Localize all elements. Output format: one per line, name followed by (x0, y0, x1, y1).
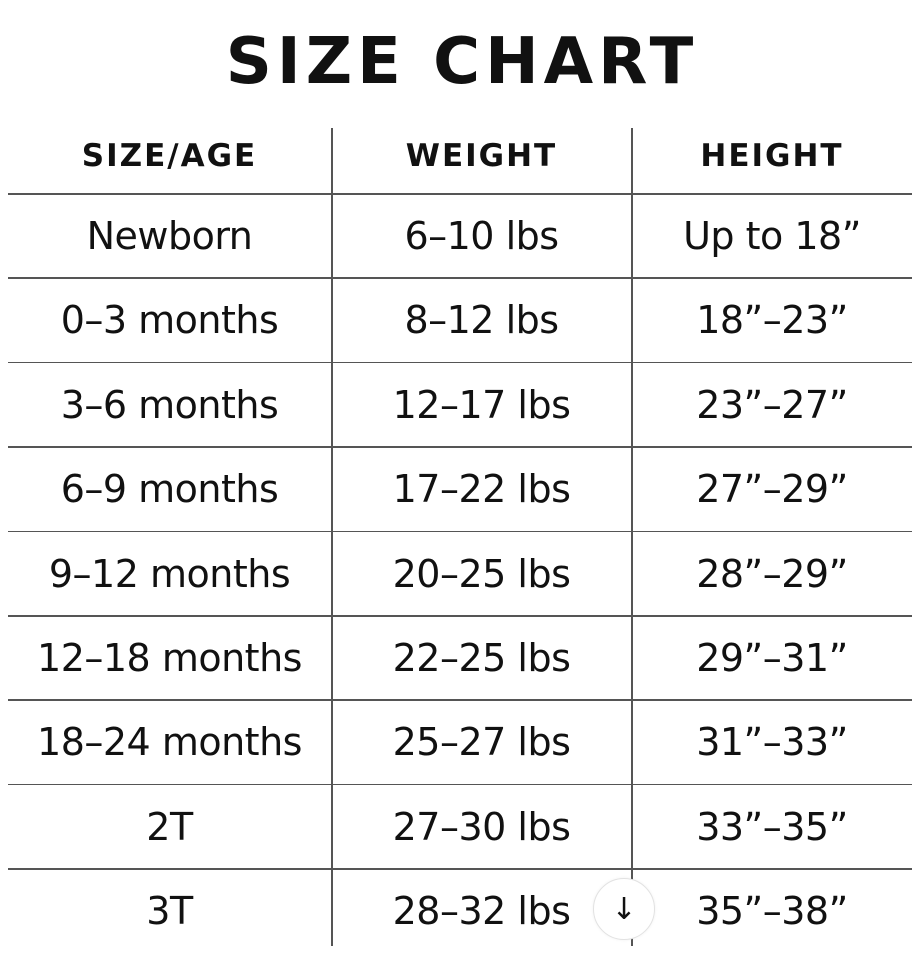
cell-height: 35”–38” (696, 889, 848, 934)
row-divider (8, 530, 912, 533)
cell-size-age: 0–3 months (60, 298, 279, 343)
cell-weight: 22–25 lbs (392, 636, 571, 680)
cell-size-age: Newborn (86, 214, 253, 258)
cell-height: Up to 18” (683, 214, 861, 258)
cell-height: 29”–31” (696, 636, 848, 680)
row-divider (8, 277, 912, 279)
row-divider (8, 868, 912, 870)
cell-size-age: 9–12 months (48, 551, 291, 596)
page-title: SIZE CHART (225, 25, 699, 99)
cell-size-age: 18–24 months (37, 720, 302, 765)
arrow-down-icon: ↓ (611, 891, 637, 927)
cell-weight: 8–12 lbs (404, 298, 559, 343)
cell-weight: 27–30 lbs (392, 804, 571, 849)
cell-height: 28”–29” (696, 551, 848, 596)
cell-size-age: 3T (146, 889, 193, 934)
row-divider (8, 193, 912, 195)
column-divider (631, 128, 633, 946)
cell-size-age: 12–18 months (37, 636, 302, 680)
column-divider (331, 128, 333, 946)
cell-size-age: 6–9 months (60, 467, 279, 512)
row-divider (8, 783, 912, 786)
cell-weight: 17–22 lbs (392, 467, 571, 512)
cell-weight: 25–27 lbs (392, 720, 571, 765)
cell-height: 18”–23” (696, 298, 848, 343)
cell-weight: 12–17 lbs (392, 382, 571, 427)
header-size-age: SIZE/AGE (81, 138, 258, 174)
cell-size-age: 3–6 months (60, 382, 279, 427)
header-height: HEIGHT (700, 138, 844, 174)
cell-height: 33”–35” (696, 804, 848, 849)
row-divider (8, 615, 912, 617)
scroll-down-button[interactable]: ↓ (593, 878, 655, 940)
cell-weight: 20–25 lbs (392, 551, 571, 596)
row-divider (8, 446, 912, 448)
header-weight: WEIGHT (405, 138, 558, 174)
cell-height: 23”–27” (696, 382, 848, 427)
cell-weight: 6–10 lbs (404, 214, 559, 258)
cell-height: 31”–33” (696, 720, 848, 765)
cell-height: 27”–29” (696, 467, 848, 512)
cell-weight: 28–32 lbs (392, 889, 571, 934)
row-divider (8, 699, 912, 701)
cell-size-age: 2T (146, 804, 193, 849)
row-divider (8, 361, 912, 364)
